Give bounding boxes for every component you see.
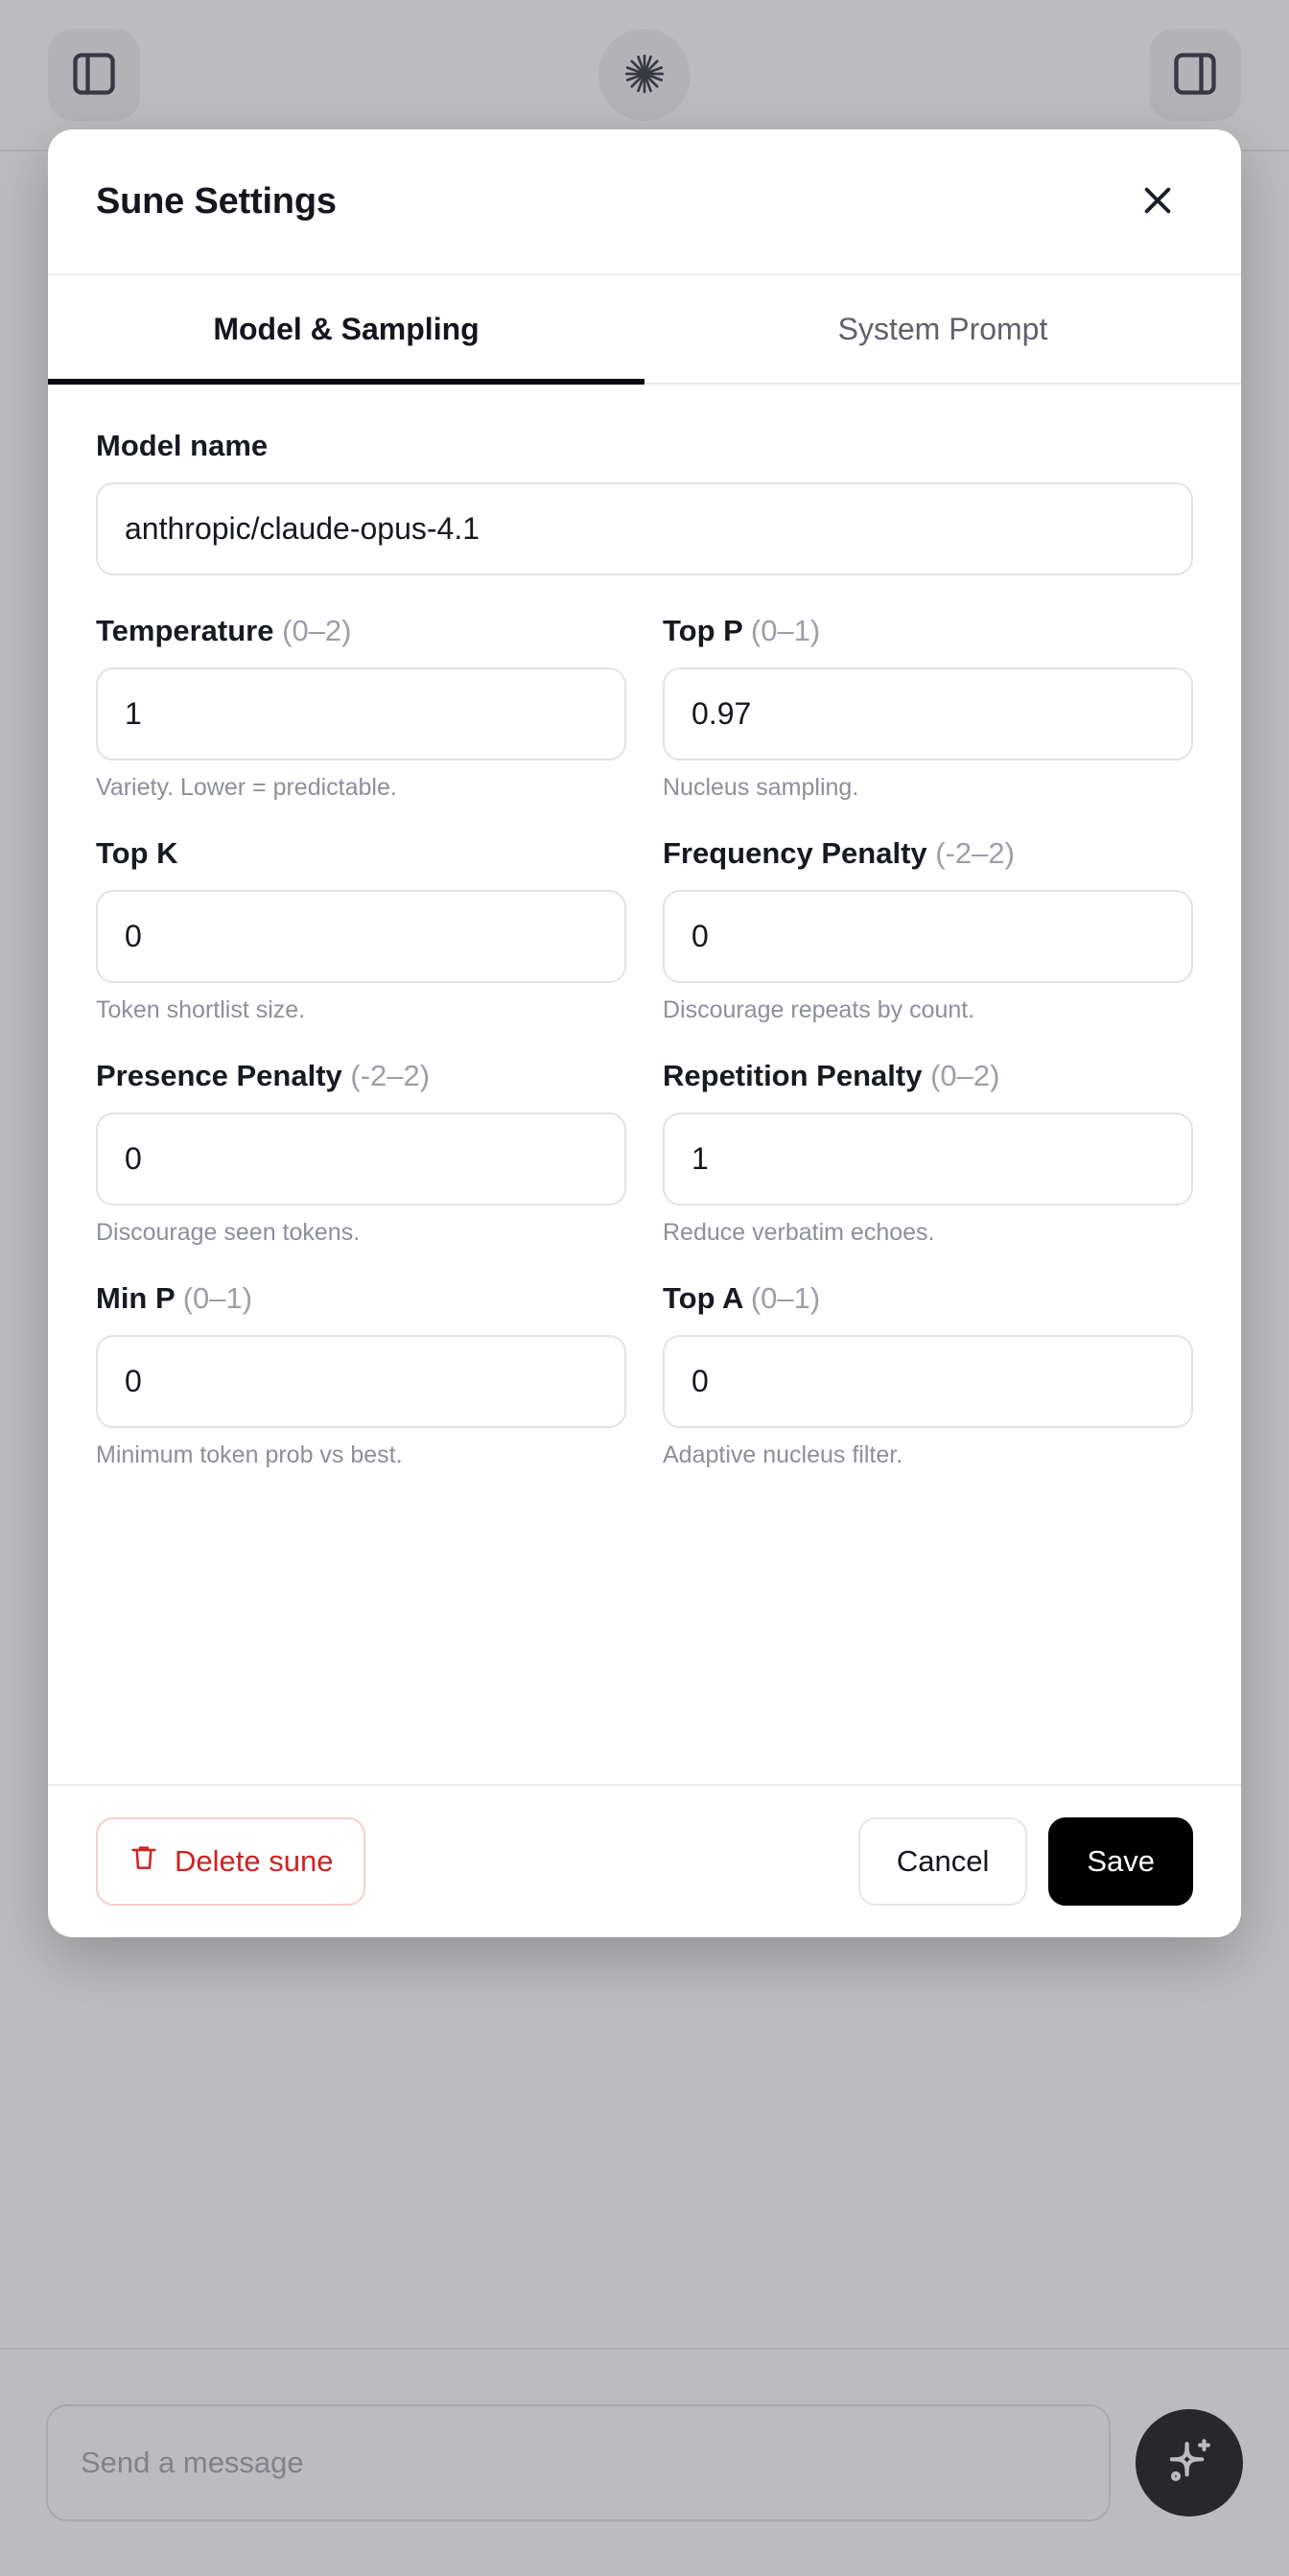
param-top-a: Top A (0–1) Adaptive nucleus filter.	[663, 1281, 1193, 1469]
delete-sune-button[interactable]: Delete sune	[96, 1817, 366, 1906]
delete-sune-label: Delete sune	[175, 1844, 334, 1878]
param-hint: Discourage seen tokens.	[96, 1219, 361, 1246]
sune-settings-dialog: Sune Settings Model & Sampling System Pr…	[48, 129, 1241, 1937]
param-input[interactable]	[663, 1112, 1193, 1206]
param-label: Min P (0–1)	[96, 1281, 626, 1316]
param-label: Temperature (0–2)	[96, 614, 626, 648]
param-top-k: Top K Token shortlist size.	[96, 836, 626, 1024]
panel-right-toggle-button[interactable]	[1149, 29, 1241, 121]
param-range: (-2–2)	[935, 836, 1015, 870]
param-range: (-2–2)	[350, 1059, 431, 1092]
param-hint: Adaptive nucleus filter.	[663, 1441, 903, 1468]
param-frequency-penalty: Frequency Penalty (-2–2) Discourage repe…	[663, 836, 1193, 1024]
tab-system-prompt[interactable]: System Prompt	[644, 275, 1241, 383]
trash-icon	[129, 1842, 159, 1881]
panel-left-toggle-button[interactable]	[48, 29, 140, 121]
footer-actions: Cancel Save	[857, 1817, 1193, 1906]
model-name-label: Model name	[96, 429, 269, 462]
param-range: (0–2)	[282, 614, 352, 647]
sampling-parameters-grid: Temperature (0–2) Variety. Lower = predi…	[96, 579, 1193, 1469]
close-icon	[1137, 180, 1178, 223]
message-input[interactable]	[46, 2404, 1111, 2521]
param-name: Top P	[663, 614, 743, 647]
dialog-header: Sune Settings	[48, 129, 1241, 275]
message-composer	[0, 2348, 1289, 2576]
param-input[interactable]	[663, 890, 1193, 983]
param-range: (0–1)	[750, 614, 821, 647]
param-label: Frequency Penalty (-2–2)	[663, 836, 1193, 871]
model-and-sampling-panel: Model name Temperature (0–2) Variety. Lo…	[48, 385, 1241, 1784]
param-range: (0–1)	[750, 1281, 821, 1315]
sunburst-logo-icon	[621, 50, 668, 101]
app-topbar	[0, 0, 1289, 152]
param-input[interactable]	[96, 890, 626, 983]
param-name: Frequency Penalty	[663, 836, 927, 870]
param-label: Presence Penalty (-2–2)	[96, 1059, 626, 1093]
dialog-title: Sune Settings	[96, 180, 337, 222]
param-name: Min P	[96, 1281, 176, 1315]
param-label: Top A (0–1)	[663, 1281, 1193, 1316]
param-name: Presence Penalty	[96, 1059, 342, 1092]
dialog-footer: Delete sune Cancel Save	[48, 1784, 1241, 1937]
param-input[interactable]	[96, 667, 626, 761]
param-name: Temperature	[96, 614, 274, 647]
close-dialog-button[interactable]	[1122, 166, 1193, 237]
param-hint: Reduce verbatim echoes.	[663, 1219, 935, 1246]
param-label: Top P (0–1)	[663, 614, 1193, 648]
sparkles-icon	[1161, 2434, 1217, 2493]
tab-model-and-sampling[interactable]: Model & Sampling	[48, 275, 644, 385]
param-min-p: Min P (0–1) Minimum token prob vs best.	[96, 1281, 626, 1469]
param-input[interactable]	[663, 1335, 1193, 1428]
model-name-field: Model name	[96, 429, 1193, 575]
param-presence-penalty: Presence Penalty (-2–2) Discourage seen …	[96, 1059, 626, 1247]
param-top-p: Top P (0–1) Nucleus sampling.	[663, 614, 1193, 802]
param-hint: Variety. Lower = predictable.	[96, 774, 397, 801]
param-hint: Discourage repeats by count.	[663, 996, 975, 1023]
model-name-input[interactable]	[96, 482, 1193, 575]
param-repetition-penalty: Repetition Penalty (0–2) Reduce verbatim…	[663, 1059, 1193, 1247]
param-range: (0–1)	[182, 1281, 253, 1315]
param-hint: Nucleus sampling.	[663, 774, 859, 801]
brand-logo-button[interactable]	[598, 29, 691, 121]
param-range: (0–2)	[930, 1059, 1000, 1092]
dialog-tabs: Model & Sampling System Prompt	[48, 275, 1241, 385]
param-name: Top A	[663, 1281, 743, 1315]
param-hint: Minimum token prob vs best.	[96, 1441, 403, 1468]
panel-right-icon	[1170, 49, 1220, 102]
panel-left-icon	[69, 49, 119, 102]
param-hint: Token shortlist size.	[96, 996, 306, 1023]
send-message-button[interactable]	[1136, 2409, 1243, 2517]
param-name: Top K	[96, 836, 178, 870]
param-label: Top K	[96, 836, 626, 871]
param-temperature: Temperature (0–2) Variety. Lower = predi…	[96, 614, 626, 802]
param-input[interactable]	[96, 1112, 626, 1206]
save-button[interactable]: Save	[1048, 1817, 1193, 1906]
param-name: Repetition Penalty	[663, 1059, 923, 1092]
param-input[interactable]	[96, 1335, 626, 1428]
cancel-button[interactable]: Cancel	[857, 1817, 1028, 1906]
param-input[interactable]	[663, 667, 1193, 761]
param-label: Repetition Penalty (0–2)	[663, 1059, 1193, 1093]
